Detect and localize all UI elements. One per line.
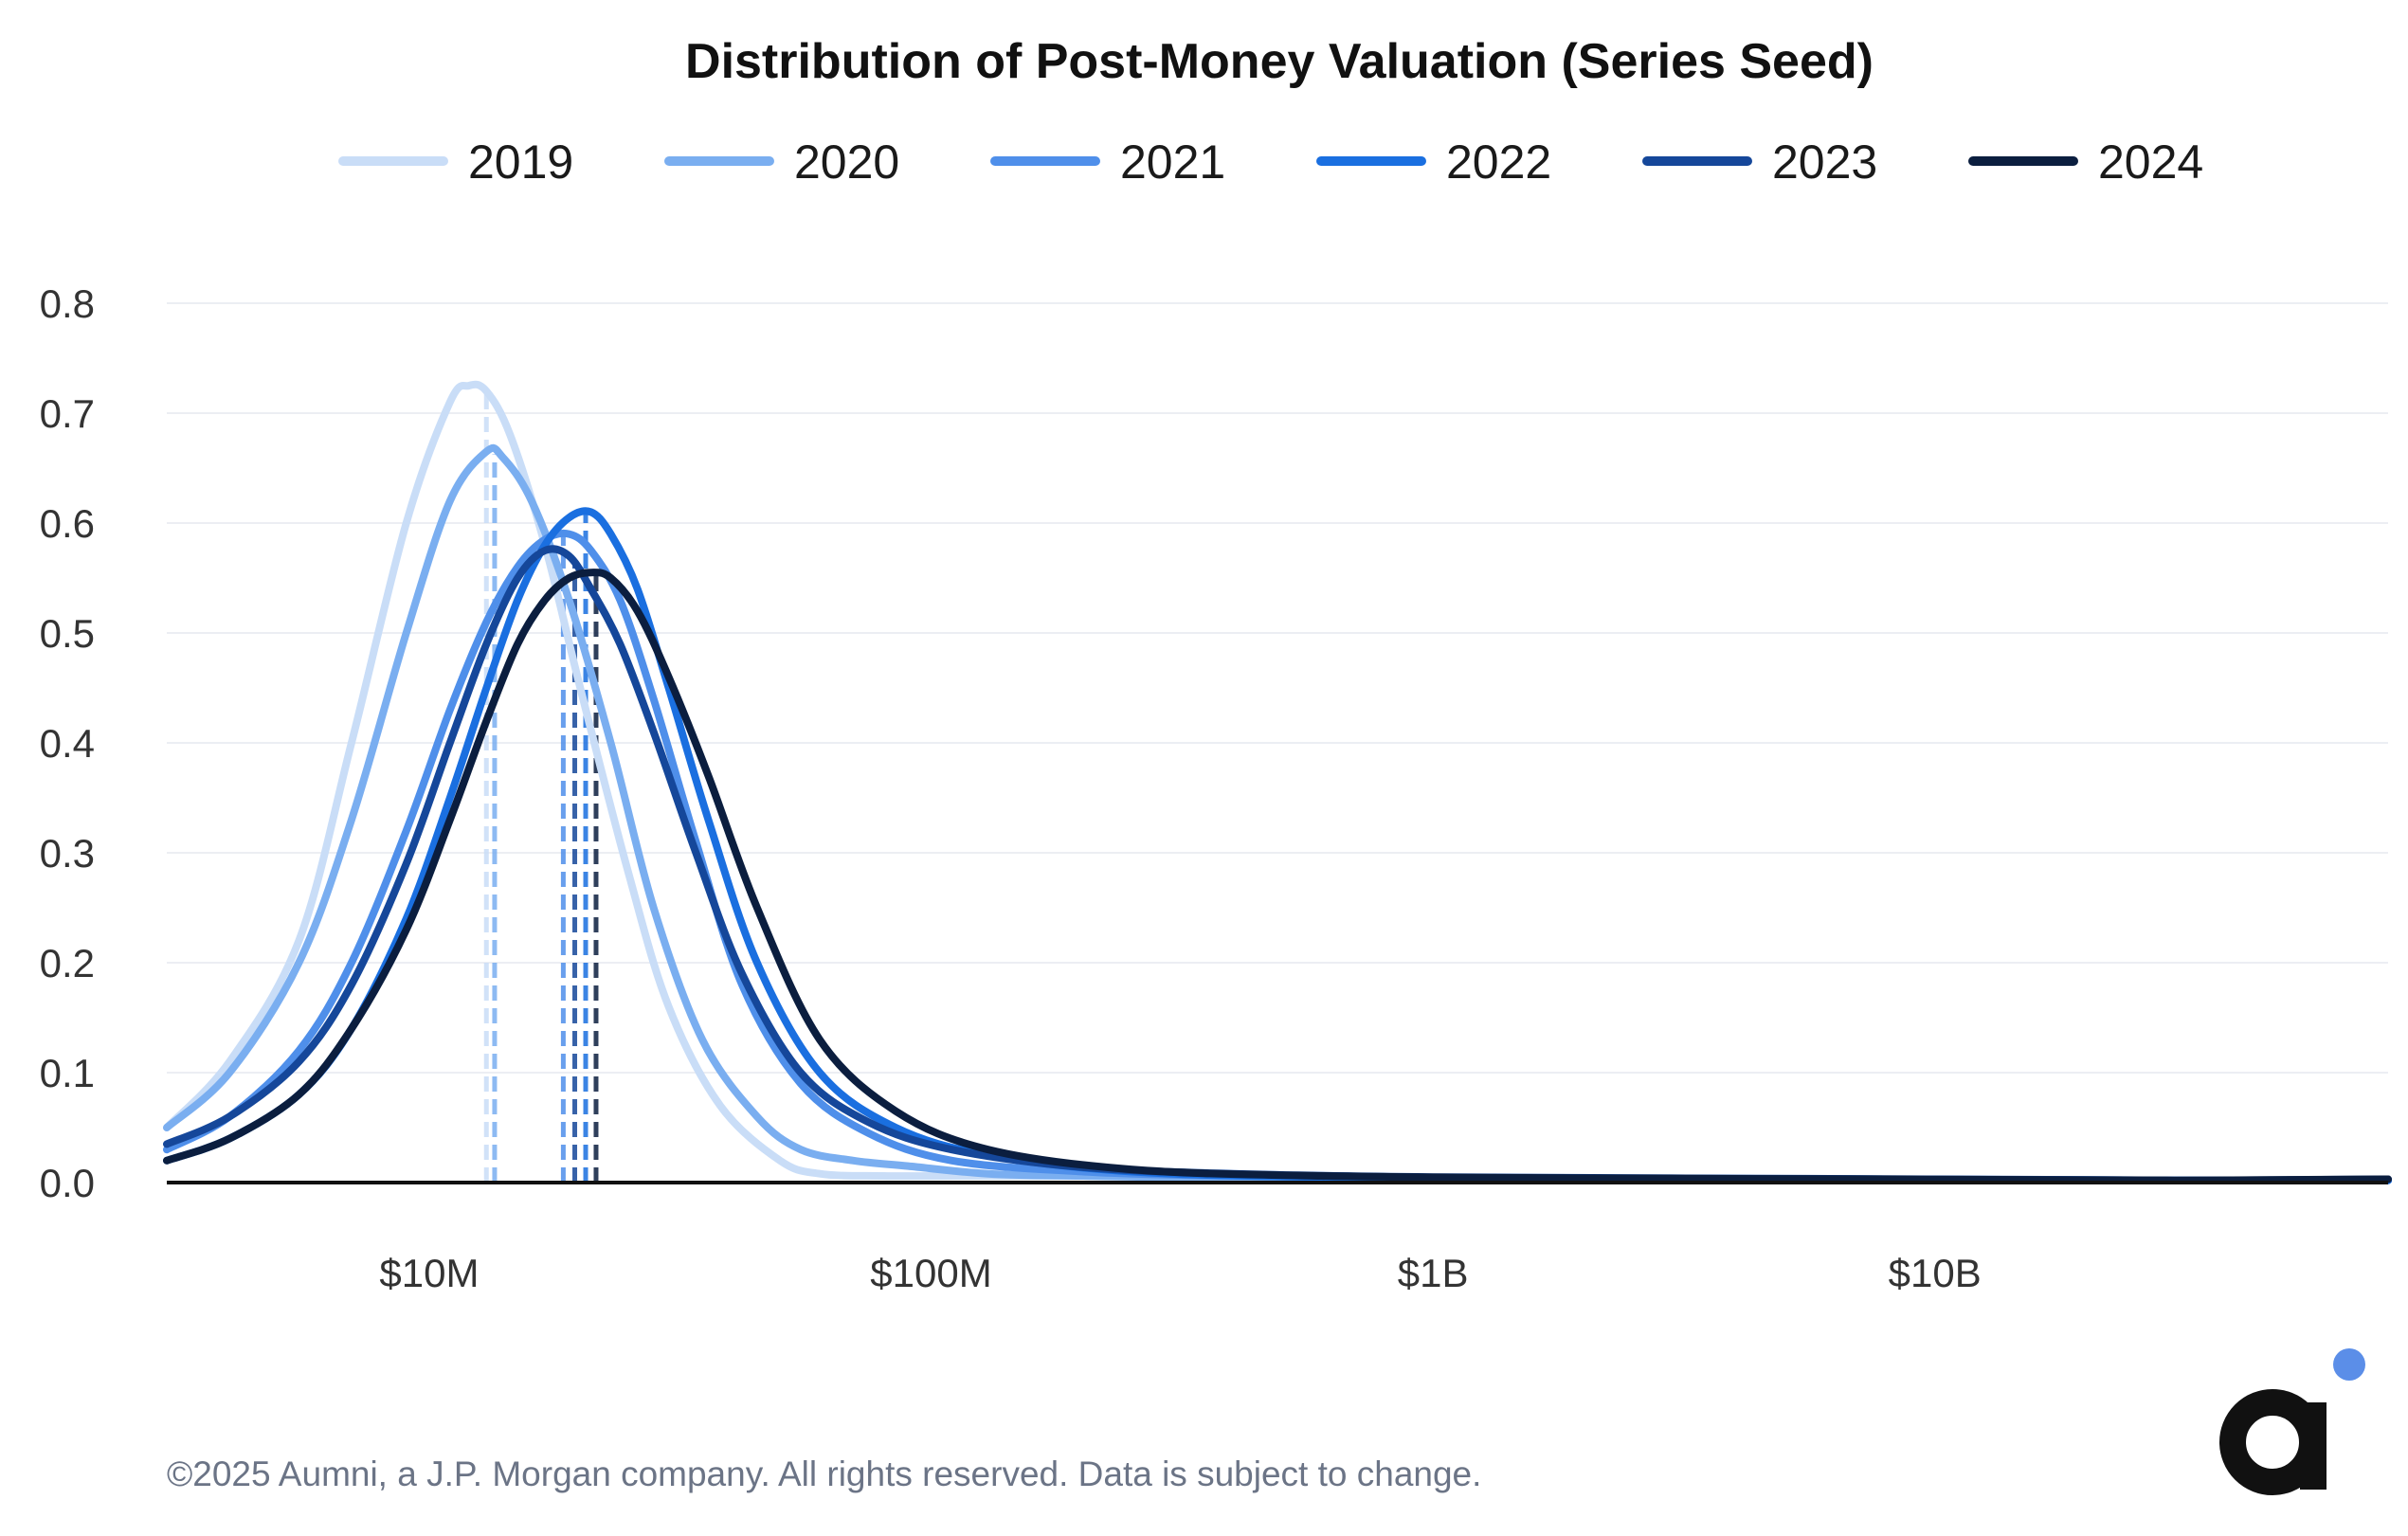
y-axis-ticks: 0.0 0.1 0.2 0.3 0.4 0.5 0.6 0.7 0.8 [40, 281, 95, 1205]
legend-item-2021: 2021 [990, 136, 1225, 189]
density-curves [163, 380, 2392, 1184]
y-tick-label: 0.5 [40, 611, 95, 656]
y-tick-label: 0.8 [40, 281, 95, 326]
legend-label: 2024 [2098, 136, 2203, 189]
x-axis-ticks: $10M $100M $1B $10B [379, 1251, 1981, 1295]
legend-item-2022: 2022 [1316, 136, 1551, 189]
density-curve-2024 [163, 569, 2392, 1184]
median-markers [483, 390, 599, 1183]
legend-label: 2020 [794, 136, 899, 189]
x-tick-label: $1B [1398, 1251, 1469, 1295]
density-curve-2019 [163, 380, 2392, 1184]
x-tick-label: $10M [379, 1251, 479, 1295]
y-tick-label: 0.1 [40, 1051, 95, 1095]
legend: 2019 2020 2021 2022 2023 2024 [338, 136, 2203, 189]
legend-label: 2019 [468, 136, 573, 189]
density-curve-2021 [163, 529, 2392, 1184]
legend-label: 2021 [1120, 136, 1225, 189]
legend-item-2023: 2023 [1642, 136, 1877, 189]
logo-stem-icon [2300, 1402, 2327, 1490]
y-tick-label: 0.3 [40, 831, 95, 876]
legend-item-2019: 2019 [338, 136, 573, 189]
chart-title: Distribution of Post-Money Valuation (Se… [685, 34, 1874, 89]
density-curve-2020 [163, 443, 2392, 1184]
x-tick-label: $100M [870, 1251, 991, 1295]
legend-label: 2023 [1772, 136, 1877, 189]
y-tick-label: 0.0 [40, 1161, 95, 1205]
y-tick-label: 0.2 [40, 941, 95, 985]
legend-item-2020: 2020 [664, 136, 899, 189]
y-tick-label: 0.6 [40, 501, 95, 546]
y-tick-label: 0.7 [40, 391, 95, 436]
x-tick-label: $10B [1889, 1251, 1982, 1295]
logo-dot-icon [2333, 1348, 2365, 1381]
y-tick-label: 0.4 [40, 721, 95, 766]
copyright-footer: ©2025 Aumni, a J.P. Morgan company. All … [167, 1455, 1481, 1493]
legend-label: 2022 [1446, 136, 1551, 189]
legend-item-2024: 2024 [1968, 136, 2203, 189]
aumni-logo [2219, 1348, 2365, 1495]
